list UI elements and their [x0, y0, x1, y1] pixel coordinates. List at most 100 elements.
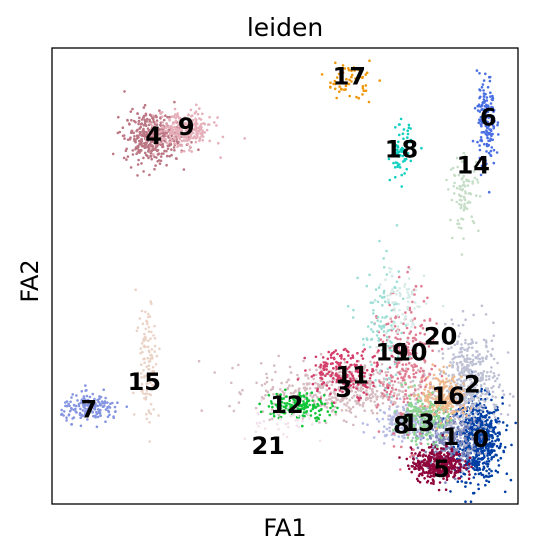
data-point	[475, 459, 478, 463]
data-point	[422, 453, 425, 457]
data-point	[168, 133, 172, 136]
data-point	[467, 465, 471, 469]
data-point	[459, 455, 463, 459]
data-point	[232, 409, 236, 413]
data-point	[324, 374, 327, 378]
data-point	[463, 184, 466, 187]
data-point	[317, 398, 321, 401]
data-point	[316, 382, 320, 386]
data-point	[400, 321, 403, 325]
data-point	[315, 368, 318, 372]
data-point	[443, 441, 446, 444]
data-point	[153, 350, 156, 353]
data-point	[136, 163, 140, 166]
data-point	[478, 437, 481, 441]
data-point	[487, 377, 491, 381]
data-point	[458, 355, 462, 358]
data-point	[473, 468, 477, 472]
data-point	[489, 428, 493, 432]
data-point	[480, 420, 484, 424]
data-point	[136, 145, 139, 148]
data-point	[509, 478, 513, 482]
data-point	[140, 342, 144, 345]
data-point	[320, 370, 323, 374]
data-point	[409, 380, 413, 384]
data-point	[404, 389, 408, 393]
data-point	[393, 308, 396, 312]
data-point	[133, 138, 136, 142]
data-point	[485, 374, 488, 378]
data-point	[382, 334, 386, 337]
data-point	[147, 156, 150, 160]
data-point	[262, 419, 266, 423]
data-point	[409, 455, 412, 459]
data-point	[395, 394, 399, 397]
data-point	[439, 370, 443, 373]
data-point	[467, 364, 471, 367]
data-point	[470, 432, 474, 436]
data-point	[419, 331, 422, 335]
data-point	[464, 191, 467, 195]
data-point	[153, 337, 157, 340]
data-point	[334, 410, 338, 414]
data-point	[194, 124, 198, 128]
data-point	[312, 405, 316, 409]
data-point	[69, 400, 72, 404]
data-point	[475, 379, 479, 383]
data-point	[413, 462, 416, 465]
data-point	[121, 126, 125, 129]
data-point	[447, 347, 450, 351]
data-point	[372, 436, 376, 439]
data-point	[129, 136, 132, 139]
data-point	[414, 452, 417, 455]
data-point	[321, 373, 324, 376]
data-point	[431, 363, 435, 366]
data-point	[449, 490, 452, 493]
data-point	[476, 409, 480, 413]
data-point	[464, 338, 467, 342]
data-point	[485, 142, 489, 146]
data-point	[479, 376, 483, 380]
data-point	[312, 374, 316, 377]
data-point	[208, 139, 211, 143]
data-point	[466, 391, 470, 395]
data-point	[111, 401, 114, 405]
data-point	[142, 170, 145, 173]
data-point	[194, 140, 198, 144]
data-point	[460, 350, 463, 354]
data-point	[314, 373, 318, 377]
data-point	[140, 309, 144, 313]
data-point	[392, 445, 396, 448]
data-point	[67, 413, 71, 416]
data-point	[475, 439, 479, 443]
data-point	[496, 417, 500, 420]
data-point	[458, 441, 462, 445]
data-point	[147, 148, 151, 151]
data-point	[345, 349, 349, 353]
data-point	[355, 393, 359, 397]
data-point	[165, 141, 169, 145]
data-point	[460, 480, 464, 483]
data-point	[137, 122, 140, 126]
data-point	[464, 423, 468, 426]
data-point	[329, 353, 333, 357]
data-point	[153, 155, 156, 159]
data-point	[150, 157, 153, 161]
data-point	[478, 195, 482, 198]
data-point	[147, 330, 151, 333]
data-point	[470, 398, 474, 401]
data-point	[134, 147, 137, 151]
data-point	[458, 332, 462, 335]
data-point	[394, 316, 397, 320]
data-point	[208, 115, 211, 119]
data-point	[378, 372, 382, 376]
data-point	[460, 430, 463, 433]
data-point	[464, 418, 468, 422]
data-point	[349, 407, 353, 411]
data-point	[143, 332, 146, 336]
cluster-label-1: 1	[443, 423, 460, 451]
data-point	[97, 400, 100, 404]
data-point	[195, 132, 198, 136]
data-point	[167, 136, 170, 139]
data-point	[170, 148, 173, 151]
